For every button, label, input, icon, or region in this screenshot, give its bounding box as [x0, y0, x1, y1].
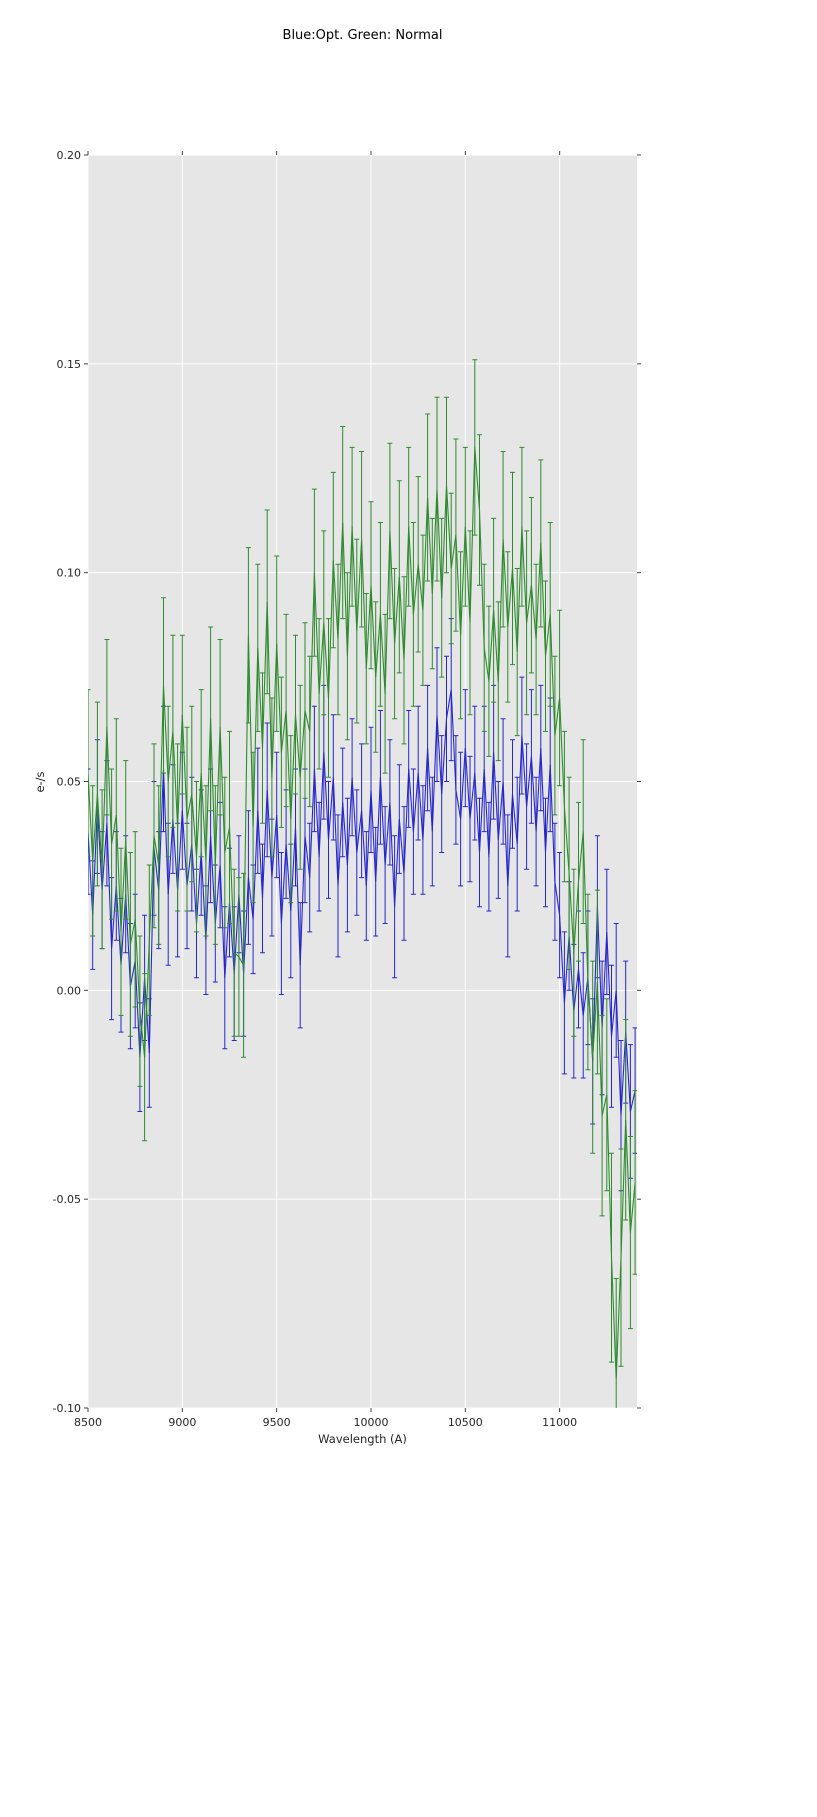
x-tick-label: 10500: [448, 1416, 483, 1429]
series-opt-line: [88, 689, 636, 1116]
tick-marks: [84, 151, 641, 1412]
x-tick-label: 9500: [263, 1416, 291, 1429]
x-tick-label: 8500: [74, 1416, 102, 1429]
x-axis-label: Wavelength (A): [318, 1432, 407, 1446]
y-tick-label: 0.15: [57, 358, 82, 371]
y-tick-label: 0.00: [57, 984, 82, 997]
series-normal: [88, 359, 637, 1408]
y-tick-label: 0.05: [57, 776, 82, 789]
chart-title: Blue:Opt. Green: Normal: [282, 28, 443, 43]
y-tick-label: -0.10: [53, 1402, 81, 1415]
series-normal-line: [88, 447, 636, 1379]
y-tick-label: -0.05: [53, 1193, 81, 1206]
y-tick-label: 0.20: [57, 149, 82, 162]
x-tick-label: 9000: [168, 1416, 196, 1429]
y-tick-label: 0.10: [57, 567, 82, 580]
series-opt: [88, 618, 637, 1192]
x-tick-label: 11000: [542, 1416, 577, 1429]
x-tick-label: 10000: [353, 1416, 388, 1429]
tick-labels: 8500 9000 9500 10000 10500 11000 0.20 0.15 0.10 0…: [53, 149, 578, 1429]
